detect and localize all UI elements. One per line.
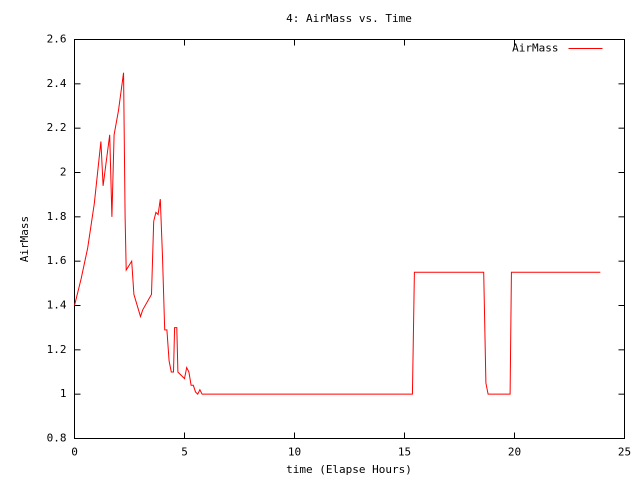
legend-label: AirMass [512,42,558,55]
y-tick-label: 1 [60,387,67,400]
data-line [74,72,601,396]
plot-frame [74,39,625,439]
x-tick-label: 0 [71,446,78,459]
x-tick-label: 10 [288,446,301,459]
y-tick-label: 0.8 [47,432,67,445]
y-tick-label: 2.2 [47,121,67,134]
x-tick-label: 25 [618,446,631,459]
y-tick-label: 2.6 [47,33,67,46]
chart-title: 4: AirMass vs. Time [286,12,412,25]
x-tick-label: 5 [181,446,188,459]
y-tick-label: 1.8 [47,210,67,223]
x-axis-label: time (Elapse Hours) [286,463,412,476]
y-tick-label: 1.2 [47,343,67,356]
y-tick-label: 1.4 [47,299,67,312]
y-tick-label: 1.6 [47,254,67,267]
y-axis-label: AirMass [18,216,31,262]
x-tick-label: 20 [508,446,521,459]
y-tick-label: 2 [60,166,67,179]
x-tick-label: 15 [398,446,411,459]
y-tick-label: 2.4 [47,77,67,90]
